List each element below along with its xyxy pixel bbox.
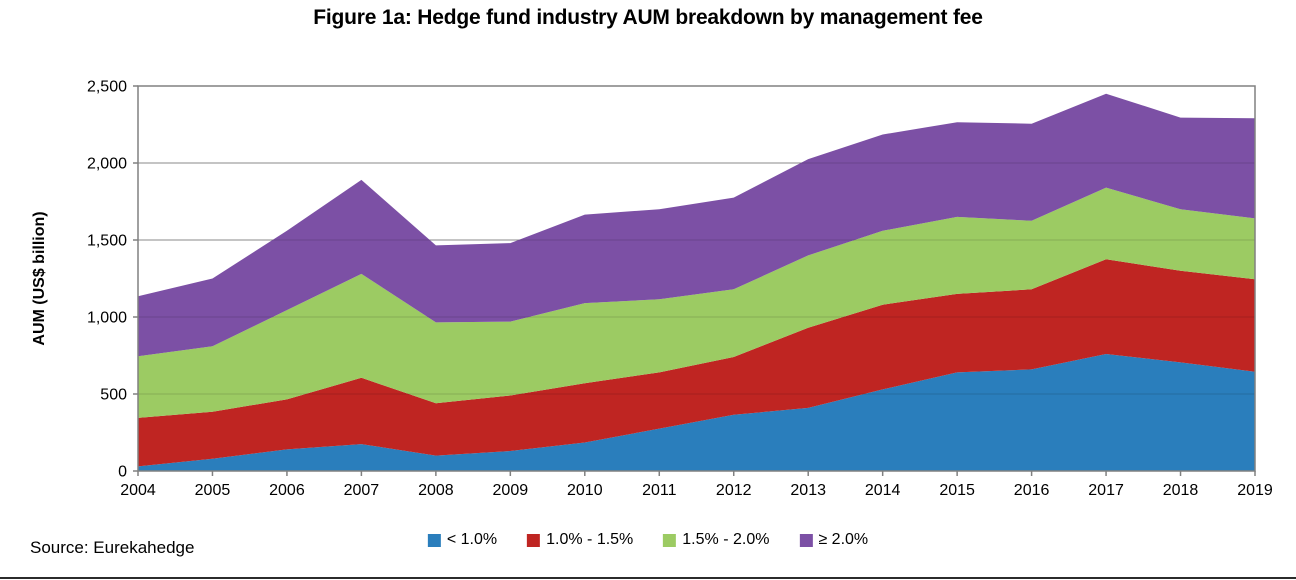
x-tick-label: 2008 xyxy=(418,482,454,499)
legend-item-2: 1.0% - 1.5% xyxy=(527,531,633,549)
x-tick-label: 2014 xyxy=(865,482,901,499)
legend-swatch-icon xyxy=(427,533,441,547)
y-tick-label: 1,500 xyxy=(87,233,127,250)
y-tick-label: 2,500 xyxy=(87,79,127,96)
source-note: Source: Eurekahedge xyxy=(30,538,195,557)
legend-swatch-icon xyxy=(799,533,813,547)
legend-label: ≥ 2.0% xyxy=(818,531,869,548)
x-tick-label: 2010 xyxy=(567,482,603,499)
x-tick-label: 2007 xyxy=(344,482,380,499)
x-tick-label: 2006 xyxy=(269,482,305,499)
x-tick-label: 2015 xyxy=(939,482,975,499)
y-tick-label: 500 xyxy=(100,387,127,404)
x-tick-label: 2018 xyxy=(1163,482,1199,499)
x-tick-label: 2004 xyxy=(120,482,156,499)
legend-swatch-icon xyxy=(663,533,677,547)
y-tick-label: 1,000 xyxy=(87,310,127,327)
stacked-area-chart: 0 500 1,000 1,500 2,000 2,500 2004 2005 2006 2007… xyxy=(31,79,1273,500)
legend-label: 1.5% - 2.0% xyxy=(682,531,770,548)
legend-item-1: < 1.0% xyxy=(427,531,498,549)
x-tick-label: 2013 xyxy=(790,482,826,499)
area-series-4 xyxy=(138,93,1255,357)
y-tick-label: 0 xyxy=(118,464,127,481)
x-tick-label: 2017 xyxy=(1088,482,1124,499)
y-tick-label: 2,000 xyxy=(87,156,127,173)
y-axis: 0 500 1,000 1,500 2,000 2,500 xyxy=(87,79,138,481)
area-series-3 xyxy=(138,187,1255,418)
area-series-2 xyxy=(138,259,1255,467)
legend-swatch-icon xyxy=(527,533,541,547)
legend-item-3: 1.5% - 2.0% xyxy=(663,531,769,549)
gridlines-overlay xyxy=(138,162,1255,395)
x-tick-label: 2009 xyxy=(493,482,529,499)
x-axis: 2004 2005 2006 2007 2008 2009 2010 2011 2012 2013… xyxy=(120,471,1273,499)
chart-title: Figure 1a: Hedge fund industry AUM break… xyxy=(313,6,983,29)
legend-label: 1.0% - 1.5% xyxy=(546,531,634,548)
y-axis-title: AUM (US$ billion) xyxy=(31,211,48,345)
bottom-divider xyxy=(0,577,1296,579)
chart-legend: < 1.0% 1.0% - 1.5% 1.5% - 2.0% ≥ 2.0% xyxy=(427,531,868,549)
plot-border xyxy=(137,85,1256,472)
x-tick-label: 2005 xyxy=(195,482,231,499)
area-series-1 xyxy=(138,354,1255,471)
legend-label: < 1.0% xyxy=(446,531,498,548)
x-tick-label: 2019 xyxy=(1237,482,1273,499)
x-tick-label: 2011 xyxy=(642,482,677,499)
legend-item-4: ≥ 2.0% xyxy=(799,531,868,549)
x-tick-label: 2012 xyxy=(716,482,752,499)
x-tick-label: 2016 xyxy=(1014,482,1050,499)
